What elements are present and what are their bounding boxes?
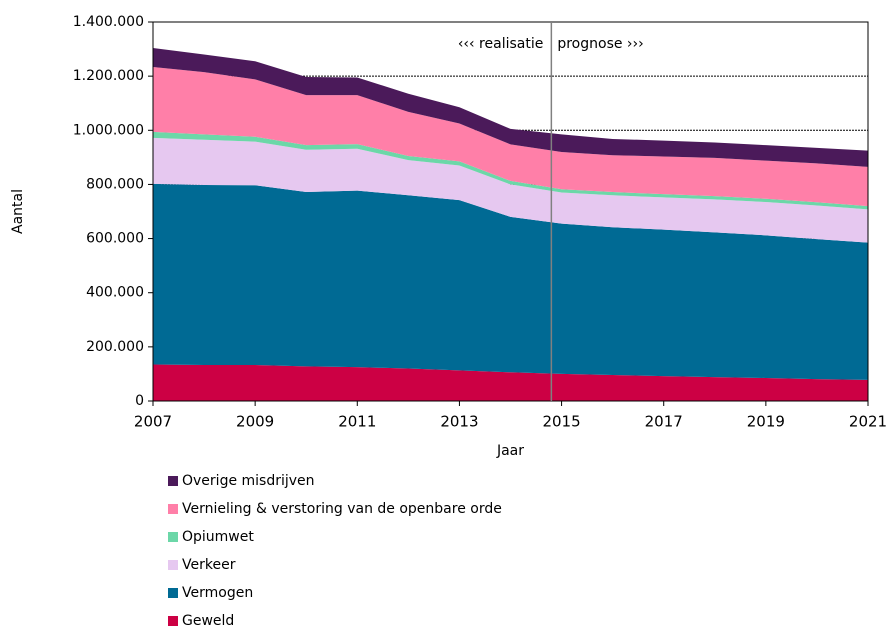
legend-swatch bbox=[168, 532, 178, 542]
x-tick-label: 2009 bbox=[236, 413, 274, 431]
y-tick-label: 1.000.000 bbox=[73, 122, 144, 138]
x-tick-label: 2019 bbox=[747, 413, 785, 431]
y-tick-label: 200.000 bbox=[86, 339, 144, 355]
legend-label: Overige misdrijven bbox=[182, 473, 315, 489]
area bbox=[153, 66, 868, 207]
legend-swatch bbox=[168, 588, 178, 598]
x-tick-label: 2015 bbox=[542, 413, 580, 431]
legend-label: Opiumwet bbox=[182, 529, 254, 545]
legend-swatch bbox=[168, 504, 178, 514]
legend-label: Vermogen bbox=[182, 585, 253, 601]
legend-item: Overige misdrijven bbox=[168, 473, 315, 489]
y-tick-label: 800.000 bbox=[86, 176, 144, 192]
y-tick-label: 1.400.000 bbox=[73, 14, 144, 30]
x-tick-label: 2021 bbox=[849, 413, 887, 431]
legend-label: Vernieling & verstoring van de openbare … bbox=[182, 501, 502, 517]
plot-frame bbox=[152, 21, 869, 402]
annotation: ‹‹‹ realisatie bbox=[458, 36, 544, 52]
x-axis-label: Jaar bbox=[496, 443, 524, 459]
x-tick-label: 2011 bbox=[338, 413, 376, 431]
legend-swatch bbox=[168, 616, 178, 626]
legend-item: Verkeer bbox=[168, 557, 236, 573]
legend-swatch bbox=[168, 476, 178, 486]
area bbox=[153, 183, 868, 380]
area bbox=[153, 137, 868, 243]
x-tick-label: 2013 bbox=[440, 413, 478, 431]
annotation: prognose ››› bbox=[557, 36, 643, 52]
y-tick-label: 0 bbox=[135, 393, 144, 409]
area bbox=[153, 47, 868, 167]
y-tick-label: 600.000 bbox=[86, 231, 144, 247]
y-axis-label: Aantal bbox=[10, 189, 26, 234]
x-tick-label: 2007 bbox=[134, 413, 172, 431]
area bbox=[153, 364, 868, 401]
legend-item: Vermogen bbox=[168, 585, 253, 601]
area bbox=[153, 131, 868, 210]
x-tick-label: 2017 bbox=[645, 413, 683, 431]
legend-item: Geweld bbox=[168, 613, 234, 627]
legend-item: Opiumwet bbox=[168, 529, 254, 545]
legend-swatch bbox=[168, 560, 178, 570]
y-tick-label: 400.000 bbox=[86, 285, 144, 301]
legend-label: Geweld bbox=[182, 613, 234, 627]
y-tick-label: 1.200.000 bbox=[73, 68, 144, 84]
legend-item: Vernieling & verstoring van de openbare … bbox=[168, 501, 502, 517]
legend-label: Verkeer bbox=[182, 557, 236, 573]
